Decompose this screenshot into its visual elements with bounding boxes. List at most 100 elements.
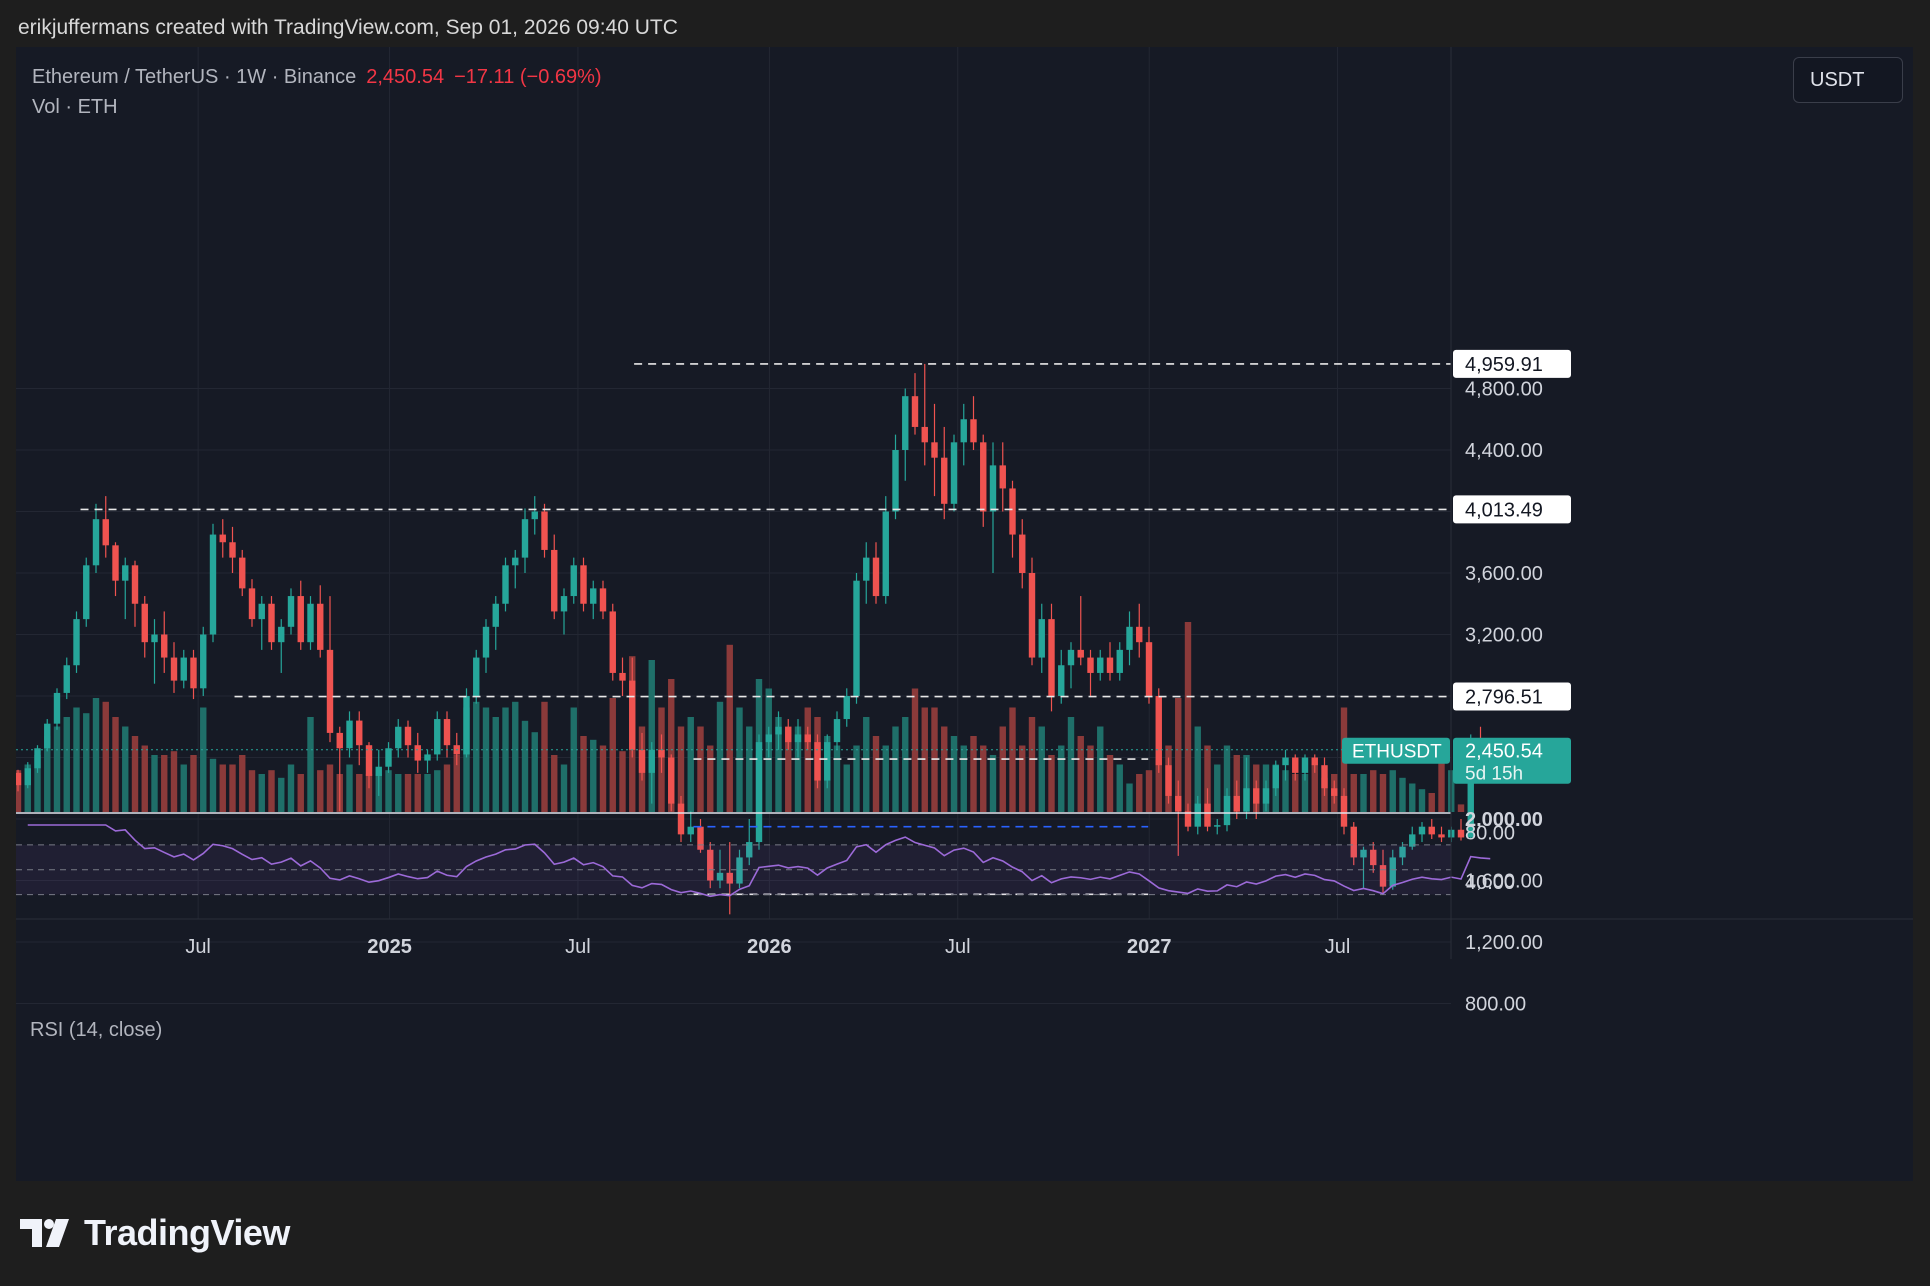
volume-bar [278, 777, 285, 812]
candle-body [1331, 788, 1338, 796]
candle-body [677, 803, 685, 835]
candle-body [707, 849, 714, 881]
volume-bar [785, 726, 792, 812]
volume-bar [1175, 698, 1182, 812]
volume-bar [775, 717, 782, 812]
candle-body [434, 719, 441, 755]
price-chart[interactable]: 40.00 80.00 800.00 1,200.00 1,600.00 2,000.00… [16, 47, 1913, 1181]
rsi-tick-label: 40.00 [1465, 872, 1515, 894]
volume-bar [677, 726, 685, 812]
rsi-line [27, 824, 1491, 898]
volume-bar [580, 736, 587, 812]
candle-body [1282, 757, 1289, 766]
candle-body [1087, 657, 1094, 673]
candle-body [122, 565, 129, 581]
volume-bar [726, 644, 733, 812]
x-tick-label: Jul [185, 936, 211, 958]
candle-body [102, 519, 109, 546]
volume-bar [180, 764, 187, 812]
candle-body [872, 557, 880, 597]
volume-bar [687, 717, 694, 812]
currency-button[interactable]: USDT [1793, 57, 1903, 103]
volume-bar [950, 736, 958, 812]
volume-bar [882, 745, 889, 812]
candle-body [287, 596, 295, 627]
volume-bar [697, 726, 704, 812]
last-price-tag [1453, 737, 1571, 784]
candle-body [697, 826, 704, 850]
candle-body [258, 603, 265, 620]
candle-body [775, 726, 782, 735]
level-price-tag [1453, 349, 1571, 378]
y-tick-label: 1,200.00 [1465, 932, 1543, 954]
candle-body [1038, 619, 1045, 658]
volume-bar [1184, 622, 1192, 812]
volume-bar [1009, 707, 1016, 812]
volume-bar [1418, 789, 1426, 812]
volume-bar [999, 726, 1006, 812]
volume-bar [1399, 777, 1406, 812]
volume-bar [356, 774, 363, 812]
candle-body [911, 396, 919, 427]
y-tick-label: 800.00 [1465, 994, 1526, 1016]
volume-bar [1370, 770, 1377, 812]
volume-bar [463, 707, 470, 812]
volume-bar [911, 688, 919, 812]
volume-bar [1457, 804, 1465, 812]
candle-body [1262, 788, 1270, 804]
volume-bar [872, 736, 880, 812]
volume-bar [83, 713, 90, 812]
volume-bar [716, 701, 724, 812]
rsi-tick-label: 80.00 [1465, 822, 1515, 844]
candle-body [999, 465, 1006, 489]
candle-body [1370, 849, 1377, 866]
volume-bar [1038, 726, 1045, 812]
volume-bar [1077, 736, 1084, 812]
candle-body [1399, 846, 1406, 858]
candle-body [1223, 795, 1231, 826]
volume-bar [492, 717, 499, 812]
level-price-tag [1453, 682, 1571, 711]
candle-body [414, 745, 421, 761]
candle-body [1077, 649, 1084, 658]
last-price-text: 2,450.54 [366, 66, 445, 88]
candle-body [1418, 826, 1426, 835]
volume-bar [512, 701, 519, 812]
volume-bar [521, 720, 529, 812]
volume-bar [502, 707, 509, 812]
volume-bar [1360, 774, 1367, 812]
candle-body [570, 565, 577, 597]
x-tick-label: 2026 [747, 936, 792, 958]
volume-bar [1106, 755, 1114, 812]
candle-body [365, 745, 373, 776]
candle-body [629, 680, 636, 750]
candle-body [1243, 788, 1250, 812]
volume-bar [1311, 764, 1318, 812]
candle-body [902, 396, 909, 450]
last-price-label: 2,450.54 [1465, 741, 1543, 763]
candle-body [326, 649, 334, 733]
candle-body [1272, 765, 1279, 789]
candle-body [989, 465, 997, 512]
volume-bar [1058, 745, 1065, 812]
volume-bar [863, 717, 870, 812]
candle-body [482, 626, 490, 658]
chart-frame[interactable]: 40.00 80.00 800.00 1,200.00 1,600.00 2,000.00… [16, 47, 1913, 1181]
volume-bar [443, 764, 451, 812]
candle-body [161, 634, 168, 658]
volume-bar [1214, 764, 1221, 812]
countdown-label: 5d 15h [1465, 764, 1523, 785]
candle-body [1194, 803, 1201, 827]
volume-bar [151, 755, 158, 812]
volume-bar [1204, 745, 1211, 812]
volume-bar [1126, 783, 1133, 812]
candle-body [736, 857, 743, 884]
candle-body [1467, 742, 1474, 838]
y-tick-label: 3,200.00 [1465, 625, 1543, 647]
candle-body [921, 426, 928, 443]
candle-body [638, 749, 646, 773]
volume-bar [365, 774, 373, 812]
candle-body [560, 596, 568, 612]
volume-bar [1389, 770, 1396, 812]
volume-bar [560, 764, 568, 812]
